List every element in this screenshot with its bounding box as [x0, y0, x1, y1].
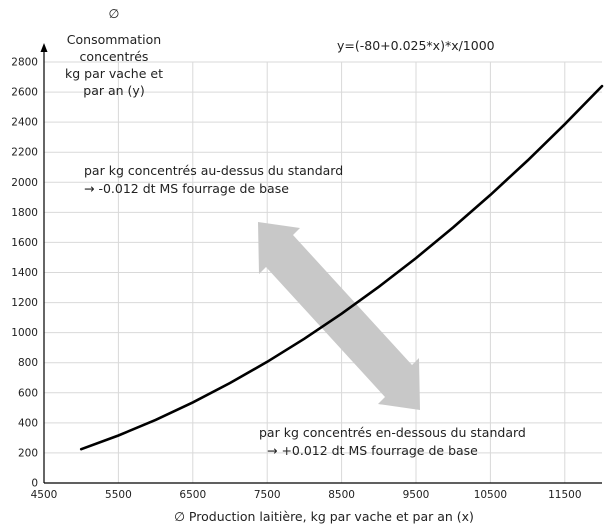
x-tick-label: 9500: [403, 489, 430, 501]
y-tick-labels: 0 200 400 600 800 1000 1200 1400 1600 1800 2000 220…: [11, 57, 38, 490]
y-tick-label: 1000: [11, 327, 38, 339]
y-axis-title-line-4: kg par vache et: [65, 66, 163, 81]
x-tick-label: 4500: [31, 489, 58, 501]
y-tick-label: 2400: [11, 117, 38, 129]
y-tick-label: 200: [18, 447, 38, 459]
y-tick-label: 800: [18, 357, 38, 369]
series-line: [79, 84, 604, 451]
annotation-above-line-1: par kg concentrés au-dessus du standard: [84, 163, 343, 178]
annotation-below-line-2: → +0.012 dt MS fourrage de base: [267, 443, 478, 458]
chart-title: y=(-80+0.025*x)*x/1000: [337, 38, 495, 53]
y-tick-label: 600: [18, 387, 38, 399]
annotation-below-line-1: par kg concentrés en-dessous du standard: [259, 425, 526, 440]
annotation-above-line-2: → -0.012 dt MS fourrage de base: [84, 181, 289, 196]
x-tick-labels: 4500 5500 6500 7500 8500 9500 10500 11500: [31, 489, 582, 501]
y-tick-label: 1200: [11, 297, 38, 309]
y-axis-title-line-5: par an (y): [83, 83, 144, 98]
y-axis-title: ∅ Consommation concentrés kg par vache e…: [65, 6, 163, 98]
y-tick-label: 2600: [11, 87, 38, 99]
x-tick-label: 7500: [254, 489, 281, 501]
x-tick-label: 8500: [328, 489, 355, 501]
y-tick-label: 2000: [11, 177, 38, 189]
y-tick-label: 400: [18, 417, 38, 429]
y-tick-label: 2800: [11, 57, 38, 69]
y-axis-title-line-2: Consommation: [67, 32, 161, 47]
y-axis-arrowhead: [40, 43, 48, 52]
x-axis-title: ∅ Production laitière, kg par vache et p…: [174, 509, 474, 524]
y-axis-title-line-3: concentrés: [80, 49, 149, 64]
y-tick-label: 2200: [11, 147, 38, 159]
x-tick-label: 6500: [179, 489, 206, 501]
y-tick-label: 1400: [11, 267, 38, 279]
y-axis-title-line-1: ∅: [109, 6, 120, 21]
y-tick-label: 1600: [11, 237, 38, 249]
y-tick-label: 1800: [11, 207, 38, 219]
x-tick-label: 11500: [548, 489, 581, 501]
x-tick-label: 5500: [105, 489, 132, 501]
x-tick-label: 10500: [474, 489, 507, 501]
y-tick-label: 0: [31, 478, 38, 490]
